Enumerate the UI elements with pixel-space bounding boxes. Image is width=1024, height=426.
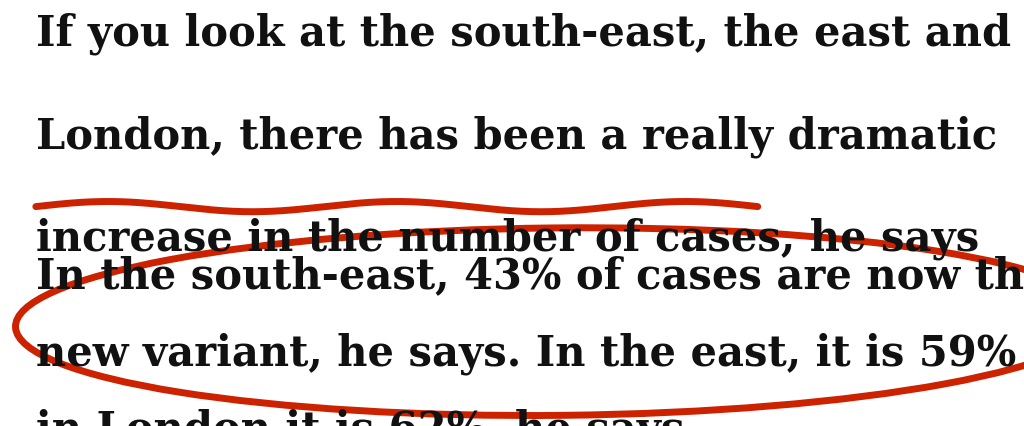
Text: In the south-east, 43% of cases are now the: In the south-east, 43% of cases are now … (36, 256, 1024, 298)
Text: London, there has been a really dramatic: London, there has been a really dramatic (36, 115, 997, 158)
Text: increase in the number of cases, he says: increase in the number of cases, he says (36, 217, 979, 260)
Text: If you look at the south-east, the east and: If you look at the south-east, the east … (36, 13, 1011, 55)
Text: in London it is 62%, he says.: in London it is 62%, he says. (36, 409, 698, 426)
Text: new variant, he says. In the east, it is 59% and: new variant, he says. In the east, it is… (36, 332, 1024, 375)
